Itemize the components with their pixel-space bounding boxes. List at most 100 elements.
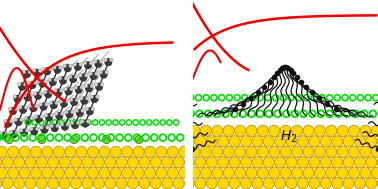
- Circle shape: [85, 107, 89, 111]
- Circle shape: [343, 178, 354, 189]
- Circle shape: [35, 115, 43, 123]
- Circle shape: [269, 167, 280, 178]
- Circle shape: [377, 136, 378, 147]
- Circle shape: [309, 178, 320, 189]
- Circle shape: [303, 125, 314, 136]
- Circle shape: [263, 178, 274, 189]
- Circle shape: [81, 97, 88, 104]
- Circle shape: [94, 83, 98, 86]
- Circle shape: [89, 72, 93, 76]
- Circle shape: [173, 178, 184, 189]
- Circle shape: [60, 122, 64, 126]
- Circle shape: [13, 95, 17, 98]
- Circle shape: [24, 116, 28, 120]
- Circle shape: [95, 83, 103, 91]
- Circle shape: [105, 157, 116, 168]
- Circle shape: [9, 119, 13, 123]
- Circle shape: [64, 87, 67, 91]
- Circle shape: [68, 75, 72, 79]
- Circle shape: [116, 157, 127, 168]
- Circle shape: [25, 129, 29, 132]
- Circle shape: [14, 118, 17, 122]
- Circle shape: [29, 93, 33, 97]
- Circle shape: [53, 66, 56, 69]
- Circle shape: [90, 95, 93, 99]
- Circle shape: [100, 71, 107, 78]
- Circle shape: [59, 66, 62, 69]
- Circle shape: [33, 69, 41, 77]
- Circle shape: [74, 75, 78, 79]
- Circle shape: [19, 95, 22, 98]
- Circle shape: [55, 89, 62, 97]
- Circle shape: [70, 87, 73, 91]
- Circle shape: [61, 123, 68, 130]
- Circle shape: [0, 132, 8, 139]
- Circle shape: [63, 64, 67, 68]
- Circle shape: [91, 95, 98, 103]
- Circle shape: [42, 167, 53, 178]
- Circle shape: [195, 157, 206, 168]
- Circle shape: [99, 70, 103, 74]
- Circle shape: [246, 125, 257, 136]
- Circle shape: [0, 167, 8, 178]
- Circle shape: [332, 136, 343, 147]
- Circle shape: [80, 74, 87, 81]
- Circle shape: [257, 146, 268, 158]
- Circle shape: [24, 105, 28, 109]
- Circle shape: [195, 178, 206, 189]
- Circle shape: [64, 76, 68, 80]
- Circle shape: [64, 64, 71, 72]
- Circle shape: [0, 157, 2, 168]
- Text: H$_2$: H$_2$: [280, 128, 298, 145]
- Circle shape: [43, 67, 51, 75]
- Circle shape: [82, 157, 93, 168]
- Circle shape: [94, 72, 98, 76]
- Circle shape: [49, 101, 53, 105]
- Circle shape: [45, 114, 53, 121]
- Circle shape: [69, 98, 73, 102]
- Circle shape: [42, 67, 46, 71]
- Circle shape: [65, 110, 68, 114]
- Circle shape: [127, 157, 139, 168]
- Circle shape: [65, 99, 69, 103]
- Circle shape: [104, 58, 107, 62]
- Circle shape: [162, 157, 173, 168]
- Circle shape: [291, 125, 303, 136]
- Circle shape: [25, 157, 36, 168]
- Circle shape: [71, 157, 82, 168]
- Circle shape: [14, 178, 25, 189]
- Circle shape: [337, 146, 348, 158]
- Circle shape: [83, 61, 87, 65]
- Circle shape: [200, 146, 212, 158]
- Circle shape: [240, 157, 251, 168]
- Circle shape: [75, 109, 79, 112]
- Circle shape: [122, 167, 133, 178]
- Circle shape: [286, 157, 297, 168]
- Circle shape: [144, 146, 156, 158]
- Circle shape: [274, 178, 286, 189]
- Circle shape: [40, 125, 43, 129]
- Circle shape: [320, 157, 331, 168]
- Circle shape: [54, 78, 57, 82]
- Circle shape: [96, 95, 99, 99]
- Circle shape: [218, 178, 229, 189]
- Circle shape: [371, 146, 378, 158]
- Circle shape: [206, 178, 217, 189]
- Circle shape: [366, 157, 377, 168]
- Circle shape: [31, 127, 38, 135]
- Circle shape: [240, 178, 251, 189]
- Circle shape: [246, 167, 257, 178]
- Circle shape: [82, 120, 89, 127]
- Circle shape: [280, 146, 291, 158]
- Circle shape: [19, 146, 30, 158]
- Circle shape: [28, 81, 31, 85]
- Circle shape: [28, 70, 32, 74]
- Circle shape: [15, 118, 22, 126]
- Circle shape: [32, 69, 36, 72]
- Circle shape: [86, 108, 94, 115]
- Circle shape: [19, 83, 26, 90]
- Circle shape: [76, 167, 87, 178]
- Circle shape: [19, 105, 22, 109]
- Circle shape: [45, 91, 52, 98]
- Circle shape: [84, 84, 88, 88]
